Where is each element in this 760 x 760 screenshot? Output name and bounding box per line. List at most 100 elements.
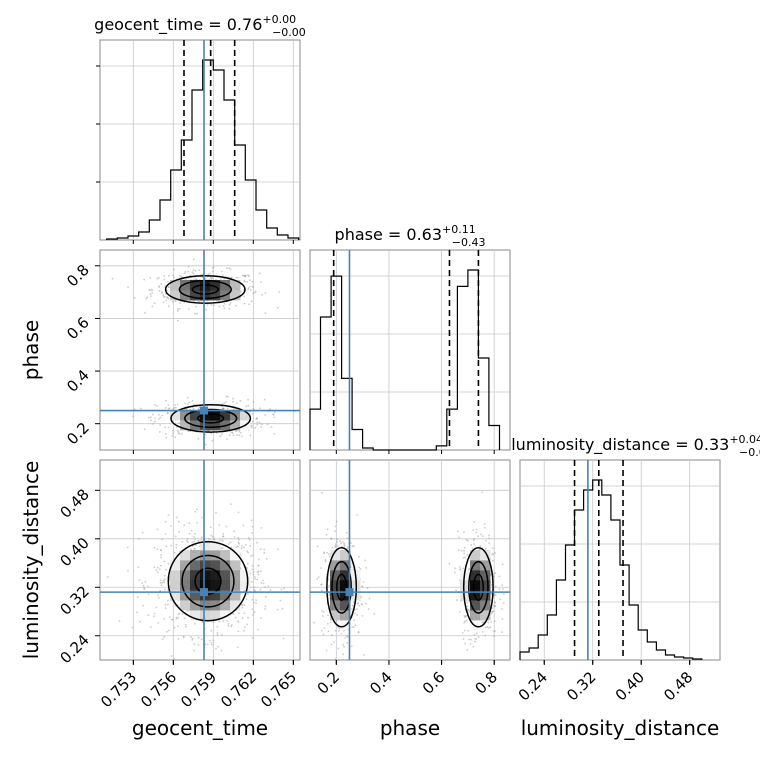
scatter-point — [361, 615, 364, 617]
scatter-point — [243, 302, 246, 305]
truth-marker — [345, 588, 354, 597]
density-cell — [170, 280, 181, 291]
scatter-point — [501, 618, 504, 620]
scatter-point — [191, 271, 194, 273]
contour-line — [197, 413, 225, 424]
scatter-point — [463, 546, 466, 549]
scatter-point — [259, 588, 262, 591]
density-cell — [480, 590, 491, 601]
density-cell — [200, 580, 211, 591]
density-cell — [230, 600, 241, 611]
scatter-point — [153, 547, 156, 549]
scatter-point — [260, 281, 262, 283]
scatter-point — [177, 319, 179, 322]
scatter-point — [241, 617, 244, 619]
scatter-point — [494, 552, 496, 554]
scatter-point — [217, 645, 219, 648]
scatter-point — [250, 555, 253, 557]
scatter-point — [227, 625, 230, 627]
scatter-point — [190, 529, 193, 532]
panel-content — [307, 460, 510, 660]
scatter-point — [194, 510, 197, 513]
scatter-point — [228, 267, 231, 269]
scatter-point — [133, 408, 136, 410]
hist-panel-luminosity_distance: luminosity_distance = 0.33+0.04−0.04 — [511, 433, 760, 661]
density-cell — [470, 570, 481, 581]
scatter-point — [174, 300, 177, 303]
scatter-point — [187, 403, 189, 405]
scatter-point — [172, 274, 175, 277]
scatter-point — [180, 275, 183, 278]
scatter-point — [249, 545, 252, 547]
scatter-point — [488, 542, 490, 544]
scatter-point — [264, 605, 267, 608]
scatter-point — [150, 419, 152, 422]
y-tick-label-luminosity_distance: 0.32 — [56, 582, 92, 618]
scatter-point — [237, 536, 240, 539]
density-cell — [180, 420, 191, 431]
scatter-point — [173, 658, 176, 660]
scatter-point — [327, 578, 330, 580]
scatter-point — [127, 569, 129, 572]
scatter-point — [487, 537, 490, 540]
scatter-point — [307, 531, 309, 533]
scatter-point — [489, 626, 492, 629]
scatter-point — [236, 646, 239, 649]
scatter-point — [278, 291, 281, 293]
scatter-point — [168, 286, 171, 289]
scatter-point — [223, 307, 226, 309]
scatter-point — [455, 589, 457, 592]
scatter-point — [158, 290, 161, 292]
scatter-point — [158, 285, 161, 287]
scatter-point — [340, 542, 342, 544]
x-tick-label-phase: 0.8 — [471, 668, 501, 698]
scatter-point — [187, 270, 190, 273]
scatter-point — [219, 278, 222, 280]
density-cell — [350, 580, 361, 591]
scatter-point — [361, 585, 363, 587]
scatter-point — [167, 629, 170, 632]
title-phase: phase = 0.63+0.11 −0.43 — [335, 223, 486, 249]
scatter-point — [235, 402, 238, 404]
scatter-point — [232, 613, 235, 615]
scatter-point — [472, 645, 475, 648]
scatter-point — [127, 286, 129, 289]
scatter-point — [157, 594, 159, 597]
density-cell — [210, 580, 221, 591]
scatter-point — [320, 609, 323, 612]
scatter-point — [257, 573, 260, 576]
scatter-point — [167, 562, 170, 565]
density-cell — [480, 610, 491, 621]
scatter-point — [263, 398, 266, 401]
scatter-point — [273, 416, 276, 419]
scatter-point — [221, 547, 224, 550]
scatter-point — [197, 644, 200, 646]
scatter-point — [228, 434, 231, 436]
scatter-point — [160, 554, 163, 556]
x-tick-label-geocent_time: 0.756 — [137, 668, 180, 711]
scatter-point — [260, 570, 262, 573]
scatter-point — [484, 526, 486, 529]
scatter-point — [323, 551, 325, 554]
scatter-point — [250, 300, 253, 303]
scatter-point — [181, 433, 183, 435]
scatter-point — [246, 550, 248, 553]
scatter-point — [178, 422, 181, 425]
scatter-point — [148, 416, 150, 419]
scatter-point — [483, 523, 486, 525]
density-cell — [220, 600, 231, 611]
scatter-point — [327, 614, 329, 617]
density-cell — [340, 550, 351, 561]
scatter-point — [283, 587, 286, 590]
scatter-point — [245, 405, 248, 408]
density-cell — [200, 540, 211, 551]
scatter-point — [229, 430, 232, 433]
scatter-point — [162, 294, 165, 296]
scatter-point — [240, 290, 243, 293]
hist-panel-geocent_time: geocent_time = 0.76+0.00 −0.00 — [94, 13, 306, 241]
density-cell — [470, 550, 481, 561]
scatter-point — [320, 629, 323, 632]
scatter-point — [164, 407, 167, 409]
scatter-point — [494, 585, 497, 588]
scatter-point — [160, 584, 163, 587]
